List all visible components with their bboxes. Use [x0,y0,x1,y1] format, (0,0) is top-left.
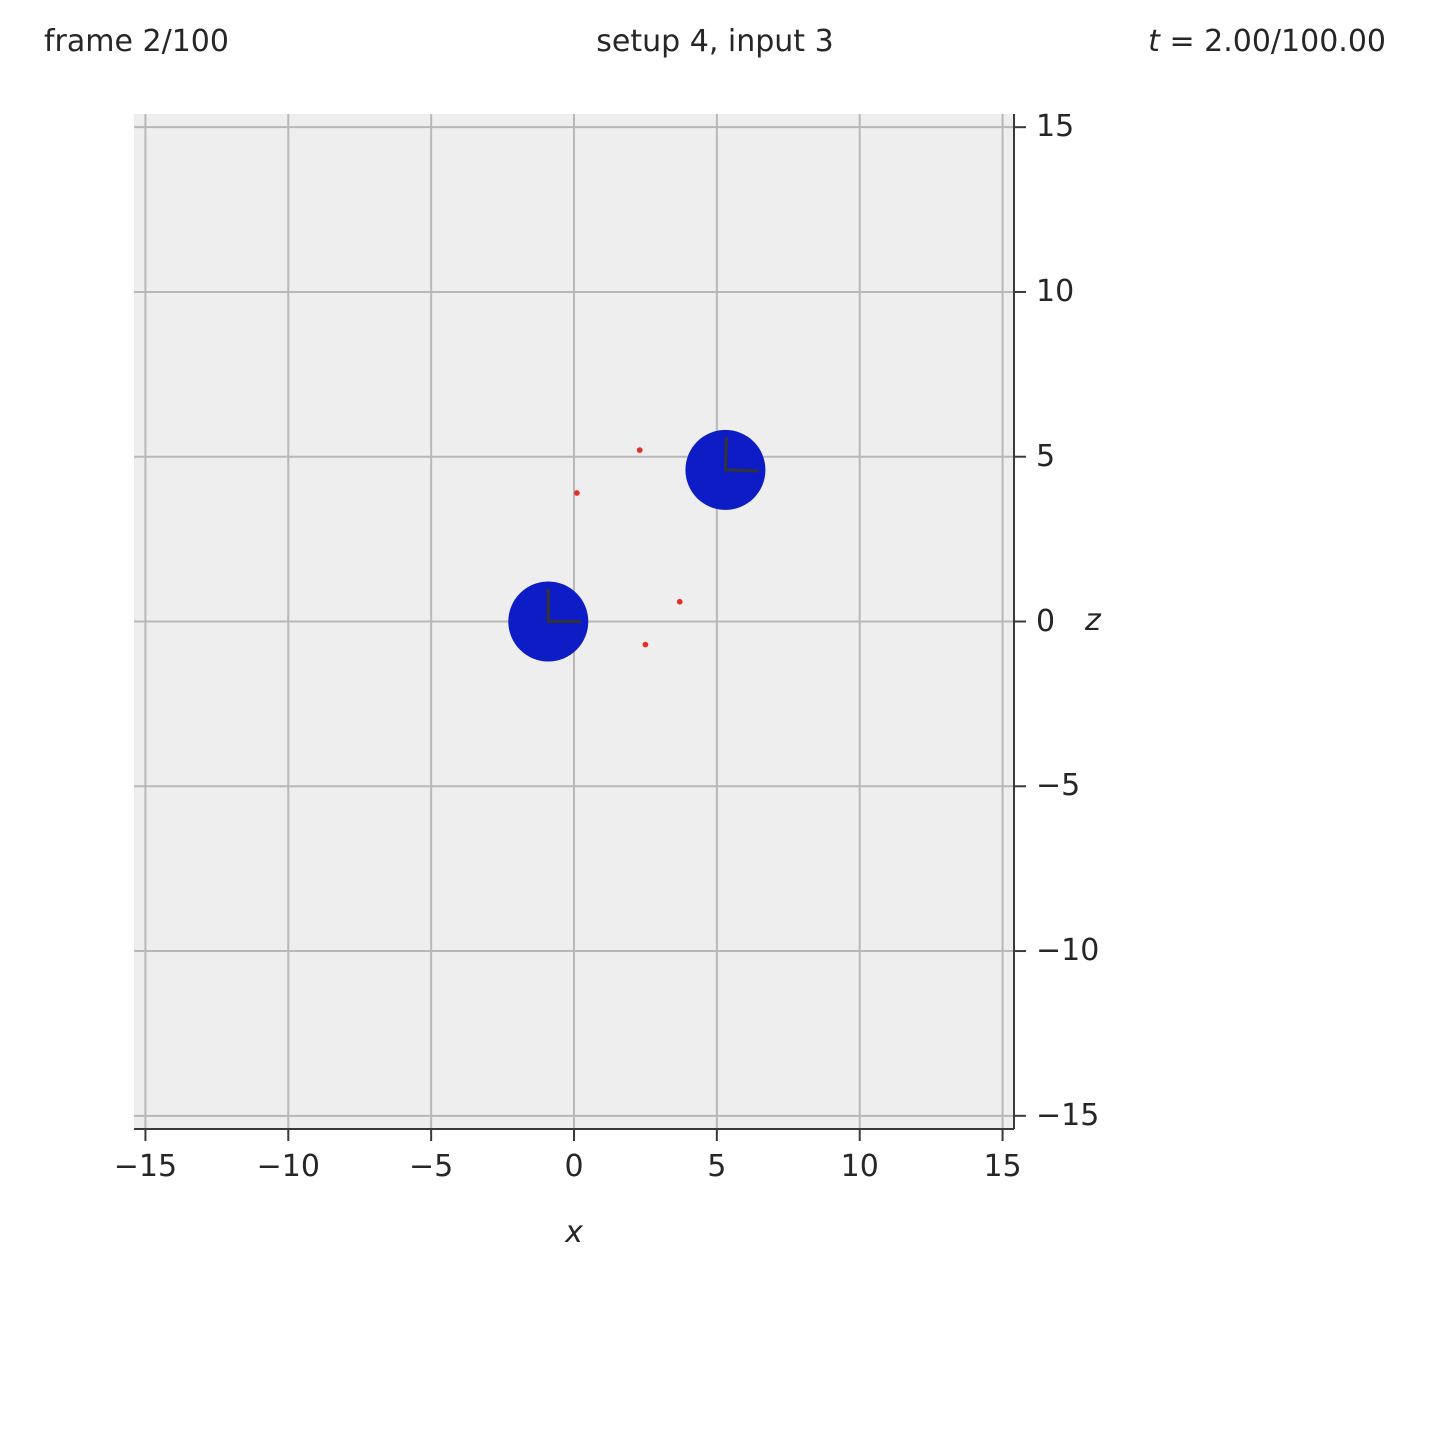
x-tick: 10 [810,1149,910,1184]
y-tick: 5 [1036,437,1055,477]
x-tick: −5 [381,1149,481,1184]
y-axis-label: z [1085,603,1101,638]
y-tick: −5 [1036,766,1080,806]
y-tick: −10 [1036,931,1099,971]
x-tick: 0 [524,1149,624,1184]
x-tick: −10 [238,1149,338,1184]
y-tick: 10 [1036,272,1074,312]
x-tick: 15 [953,1149,1053,1184]
x-axis-label: x [0,1215,1148,1250]
y-tick: −15 [1036,1096,1099,1136]
x-tick: 5 [667,1149,767,1184]
x-tick: −15 [95,1149,195,1184]
y-tick: 15 [1036,107,1074,147]
y-tick: 0 [1036,602,1055,642]
